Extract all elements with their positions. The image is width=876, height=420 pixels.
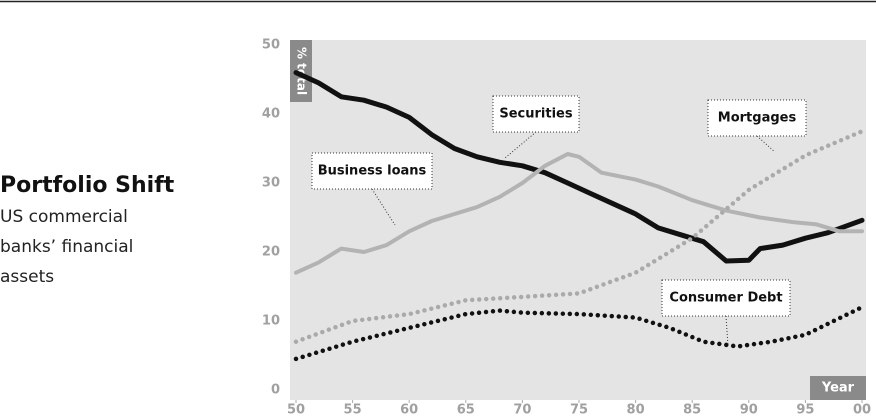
x-tick-label: 00 [853, 403, 871, 418]
annotation-pointer [725, 315, 729, 347]
x-tick-label: 55 [344, 403, 362, 418]
y-tick-label: 20 [262, 245, 280, 260]
y-tick-label: 50 [262, 38, 280, 53]
x-tick-label: 90 [740, 403, 758, 418]
annotation-pointer [756, 135, 776, 153]
subtitle: assets [0, 267, 54, 287]
annotation-label: Mortgages [718, 111, 797, 126]
annotation-box [707, 99, 807, 137]
x-tick-label: 60 [400, 403, 418, 418]
series-line [293, 304, 865, 362]
annotation-box [311, 152, 433, 190]
series-line [293, 70, 865, 264]
chart-title: Portfolio Shift [0, 173, 175, 198]
annotation-pointer [371, 188, 396, 226]
series-line [293, 129, 865, 344]
x-tick-label: 95 [796, 403, 814, 418]
annotation-label: Securities [499, 107, 572, 122]
y-tick-label: 10 [262, 314, 280, 329]
subtitle: US commercial [0, 207, 128, 227]
y-tick-label: 30 [262, 176, 280, 191]
x-tick-label: 80 [627, 403, 645, 418]
annotation-box [661, 279, 791, 317]
y-tick-label: 40 [262, 107, 280, 122]
x-tick-label: 65 [457, 403, 475, 418]
subtitle: banks’ financial [0, 237, 133, 257]
y-tick-label: 0 [271, 383, 280, 398]
x-tick-label: 75 [570, 403, 588, 418]
series-line [294, 152, 864, 275]
annotation-label: Business loans [318, 164, 427, 179]
x-tick-label: 50 [287, 403, 305, 418]
x-tick-label: 85 [683, 403, 701, 418]
x-tick-label: 70 [513, 403, 531, 418]
x-axis-label: Year [821, 381, 855, 396]
x-label-box [810, 376, 866, 400]
annotation-box [492, 95, 580, 133]
annotation-pointer [504, 131, 537, 159]
y-axis-label: % total [295, 47, 309, 95]
y-label-box [290, 40, 312, 102]
annotation-label: Consumer Debt [669, 291, 782, 306]
